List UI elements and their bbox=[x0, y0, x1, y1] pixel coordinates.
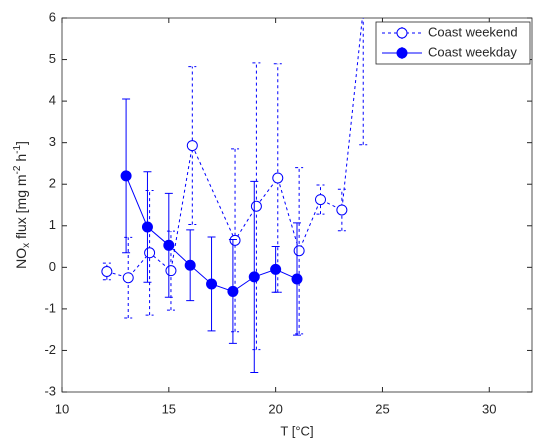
point bbox=[336, 204, 348, 216]
legend-label: Coast weekday bbox=[428, 44, 517, 59]
y-label-sup: -2 bbox=[12, 165, 23, 174]
legend-marker bbox=[396, 47, 408, 59]
y-tick-label: 3 bbox=[49, 134, 56, 149]
point bbox=[184, 259, 196, 271]
point bbox=[250, 200, 262, 212]
y-label-part: NO bbox=[13, 248, 29, 269]
x-tick-label: 15 bbox=[162, 401, 176, 416]
y-tick-label: 6 bbox=[49, 9, 56, 24]
point bbox=[144, 247, 156, 259]
error-bar bbox=[252, 62, 261, 351]
point bbox=[272, 172, 284, 184]
point bbox=[120, 170, 132, 182]
plot-area bbox=[61, 17, 533, 393]
y-tick-label: 1 bbox=[49, 217, 56, 232]
x-axis-label: T [°C] bbox=[280, 423, 313, 438]
point bbox=[293, 245, 305, 257]
legend-label: Coast weekend bbox=[428, 24, 518, 39]
error-bar bbox=[124, 236, 133, 319]
point bbox=[101, 265, 113, 277]
point bbox=[358, 5, 368, 15]
y-axis-label: NOx flux [mg m-2 h-1] bbox=[12, 141, 32, 269]
series-layer bbox=[101, 5, 368, 373]
point bbox=[291, 273, 303, 285]
error-bar bbox=[359, 18, 368, 146]
point bbox=[315, 194, 326, 206]
legend-marker bbox=[396, 27, 408, 39]
point bbox=[270, 263, 282, 275]
error-bar bbox=[295, 167, 304, 335]
y-label-part: flux [mg m bbox=[13, 174, 29, 242]
point bbox=[165, 265, 177, 277]
x-tick-label: 25 bbox=[375, 401, 389, 416]
x-tick-label: 10 bbox=[55, 401, 69, 416]
y-label-part: h bbox=[13, 154, 29, 166]
point bbox=[229, 234, 241, 246]
y-tick-label: 0 bbox=[49, 259, 56, 274]
y-label-part: ] bbox=[13, 141, 29, 145]
point bbox=[122, 272, 134, 284]
y-label-sub: x bbox=[21, 243, 32, 248]
y-tick-label: -3 bbox=[44, 383, 56, 398]
point bbox=[186, 140, 198, 152]
point bbox=[248, 271, 260, 283]
point bbox=[206, 278, 218, 290]
point bbox=[227, 285, 239, 297]
y-tick-label: 5 bbox=[49, 51, 56, 66]
y-label-sup: -1 bbox=[12, 145, 23, 154]
x-tick-label: 30 bbox=[482, 401, 496, 416]
y-tick-label: -1 bbox=[44, 300, 56, 315]
y-tick-label: 2 bbox=[49, 176, 56, 191]
y-tick-label: -2 bbox=[44, 342, 56, 357]
point bbox=[141, 221, 153, 233]
x-tick-label: 20 bbox=[268, 401, 282, 416]
point bbox=[163, 239, 175, 251]
y-tick-label: 4 bbox=[49, 93, 56, 108]
